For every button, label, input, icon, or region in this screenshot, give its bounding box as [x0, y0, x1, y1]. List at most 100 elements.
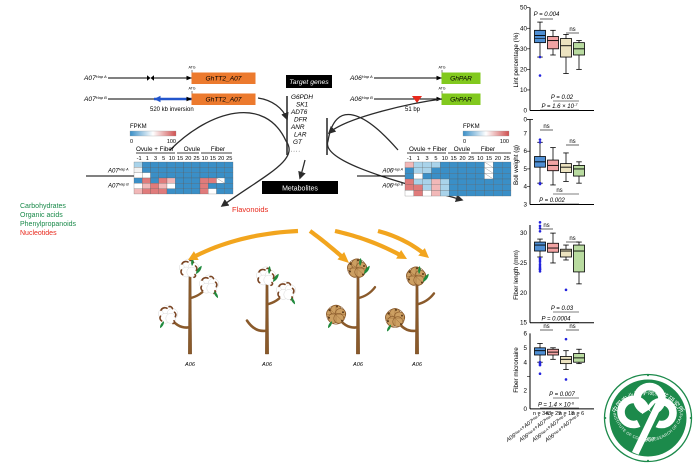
svg-text:Carbohydrates: Carbohydrates: [20, 203, 66, 210]
svg-text:10: 10: [202, 156, 208, 162]
svg-text:GhPAR: GhPAR: [450, 97, 472, 104]
svg-text:4: 4: [523, 359, 527, 366]
svg-text:GhPAR: GhPAR: [450, 76, 472, 83]
svg-text:Ovule + Fiber: Ovule + Fiber: [136, 146, 174, 153]
svg-text:20: 20: [218, 156, 224, 162]
svg-text:ADT6: ADT6: [290, 109, 308, 116]
svg-text:5: 5: [523, 345, 527, 352]
svg-text:25: 25: [520, 260, 528, 267]
svg-text:P = 0.03: P = 0.03: [551, 306, 574, 312]
svg-text:ATG: ATG: [188, 87, 195, 91]
svg-text:ATG: ATG: [438, 66, 445, 70]
svg-text:ns: ns: [543, 124, 549, 130]
svg-text:10: 10: [169, 156, 175, 162]
svg-text:0: 0: [523, 117, 527, 124]
svg-text:3: 3: [154, 156, 157, 162]
svg-text:Organic acids: Organic acids: [20, 212, 63, 219]
svg-text:Flavonoids: Flavonoids: [232, 205, 269, 214]
svg-text:SK1: SK1: [296, 102, 309, 109]
svg-text:20: 20: [459, 156, 465, 162]
svg-text:P = 0.002: P = 0.002: [539, 198, 565, 204]
svg-text:3: 3: [523, 202, 527, 209]
svg-text:15: 15: [450, 156, 456, 162]
svg-text:0: 0: [523, 406, 527, 413]
svg-text:Boll weight (g): Boll weight (g): [513, 145, 520, 185]
svg-text:Fiber length (mm): Fiber length (mm): [513, 250, 520, 300]
svg-text:....: ....: [291, 148, 301, 154]
svg-text:15: 15: [177, 156, 183, 162]
svg-text:0: 0: [463, 139, 466, 145]
svg-text:P = 0.007: P = 0.007: [549, 392, 575, 398]
svg-text:-1: -1: [407, 156, 412, 162]
svg-text:15: 15: [210, 156, 216, 162]
svg-text:ns: ns: [569, 27, 575, 33]
svg-text:Lint percentage (%): Lint percentage (%): [513, 33, 520, 88]
svg-text:G6PDH: G6PDH: [291, 94, 313, 101]
svg-text:ns: ns: [556, 188, 562, 194]
svg-text:10: 10: [442, 156, 448, 162]
svg-text:3: 3: [426, 156, 429, 162]
svg-text:FPKM: FPKM: [463, 124, 480, 130]
svg-text:15: 15: [486, 156, 492, 162]
svg-text:5: 5: [434, 156, 437, 162]
svg-text:P = 1.6 × 10-7: P = 1.6 × 10-7: [541, 102, 578, 110]
svg-text:20: 20: [495, 156, 501, 162]
svg-text:GhTT2_A07: GhTT2_A07: [206, 97, 242, 104]
svg-text:P = 1.4 × 10-6: P = 1.4 × 10-6: [538, 401, 575, 409]
svg-text:A06: A06: [352, 362, 364, 368]
svg-text:30: 30: [520, 230, 528, 237]
svg-text:Fiber micronaire: Fiber micronaire: [513, 347, 520, 393]
svg-text:Ovule: Ovule: [454, 146, 471, 153]
svg-text:Ovule + Fiber: Ovule + Fiber: [409, 146, 447, 153]
svg-text:0: 0: [523, 108, 527, 115]
svg-text:7: 7: [523, 130, 527, 137]
svg-text:-1: -1: [137, 156, 142, 162]
svg-text:20: 20: [520, 290, 528, 297]
svg-text:40: 40: [520, 25, 528, 32]
svg-text:100: 100: [500, 139, 509, 145]
svg-text:1: 1: [146, 156, 149, 162]
svg-text:1: 1: [417, 156, 420, 162]
svg-text:2: 2: [523, 388, 527, 395]
svg-text:FPKM: FPKM: [130, 124, 147, 130]
svg-text:10: 10: [520, 87, 528, 94]
svg-text:6: 6: [523, 148, 527, 155]
svg-text:5: 5: [162, 156, 165, 162]
svg-text:Fiber: Fiber: [211, 146, 225, 153]
svg-text:Phenylpropanoids: Phenylpropanoids: [20, 221, 77, 228]
svg-text:Metabolites: Metabolites: [282, 186, 318, 193]
svg-text:25: 25: [226, 156, 232, 162]
svg-text:ns: ns: [569, 324, 575, 330]
svg-text:GhTT2_A07: GhTT2_A07: [206, 76, 242, 83]
svg-text:DFR: DFR: [294, 117, 308, 124]
svg-text:Nucleotides: Nucleotides: [20, 230, 57, 237]
svg-text:A06: A06: [184, 362, 196, 368]
svg-text:0: 0: [130, 139, 133, 145]
svg-text:A06: A06: [411, 362, 423, 368]
svg-text:4: 4: [523, 184, 527, 191]
svg-text:P = 0.004: P = 0.004: [534, 12, 560, 18]
svg-text:A06: A06: [261, 362, 273, 368]
svg-text:ns: ns: [569, 236, 575, 242]
svg-text:10: 10: [477, 156, 483, 162]
svg-text:ns: ns: [543, 223, 549, 229]
svg-text:6: 6: [523, 331, 527, 338]
svg-text:25: 25: [193, 156, 199, 162]
svg-text:Fiber: Fiber: [481, 146, 495, 153]
svg-text:GT: GT: [293, 139, 303, 146]
svg-text:Ovule: Ovule: [184, 146, 201, 153]
svg-text:5: 5: [523, 166, 527, 173]
svg-text:20: 20: [185, 156, 191, 162]
svg-text:20: 20: [520, 66, 528, 73]
svg-text:LAR: LAR: [294, 132, 307, 139]
svg-text:30: 30: [520, 46, 528, 53]
svg-text:520 kb inversion: 520 kb inversion: [150, 107, 194, 113]
svg-text:P = 0.02: P = 0.02: [551, 95, 574, 101]
svg-text:25: 25: [504, 156, 510, 162]
svg-text:50: 50: [520, 5, 528, 12]
svg-text:ns: ns: [543, 324, 549, 330]
svg-text:100: 100: [167, 139, 176, 145]
svg-text:15: 15: [520, 320, 528, 327]
svg-text:ATG: ATG: [438, 87, 445, 91]
svg-text:ANR: ANR: [290, 124, 305, 131]
